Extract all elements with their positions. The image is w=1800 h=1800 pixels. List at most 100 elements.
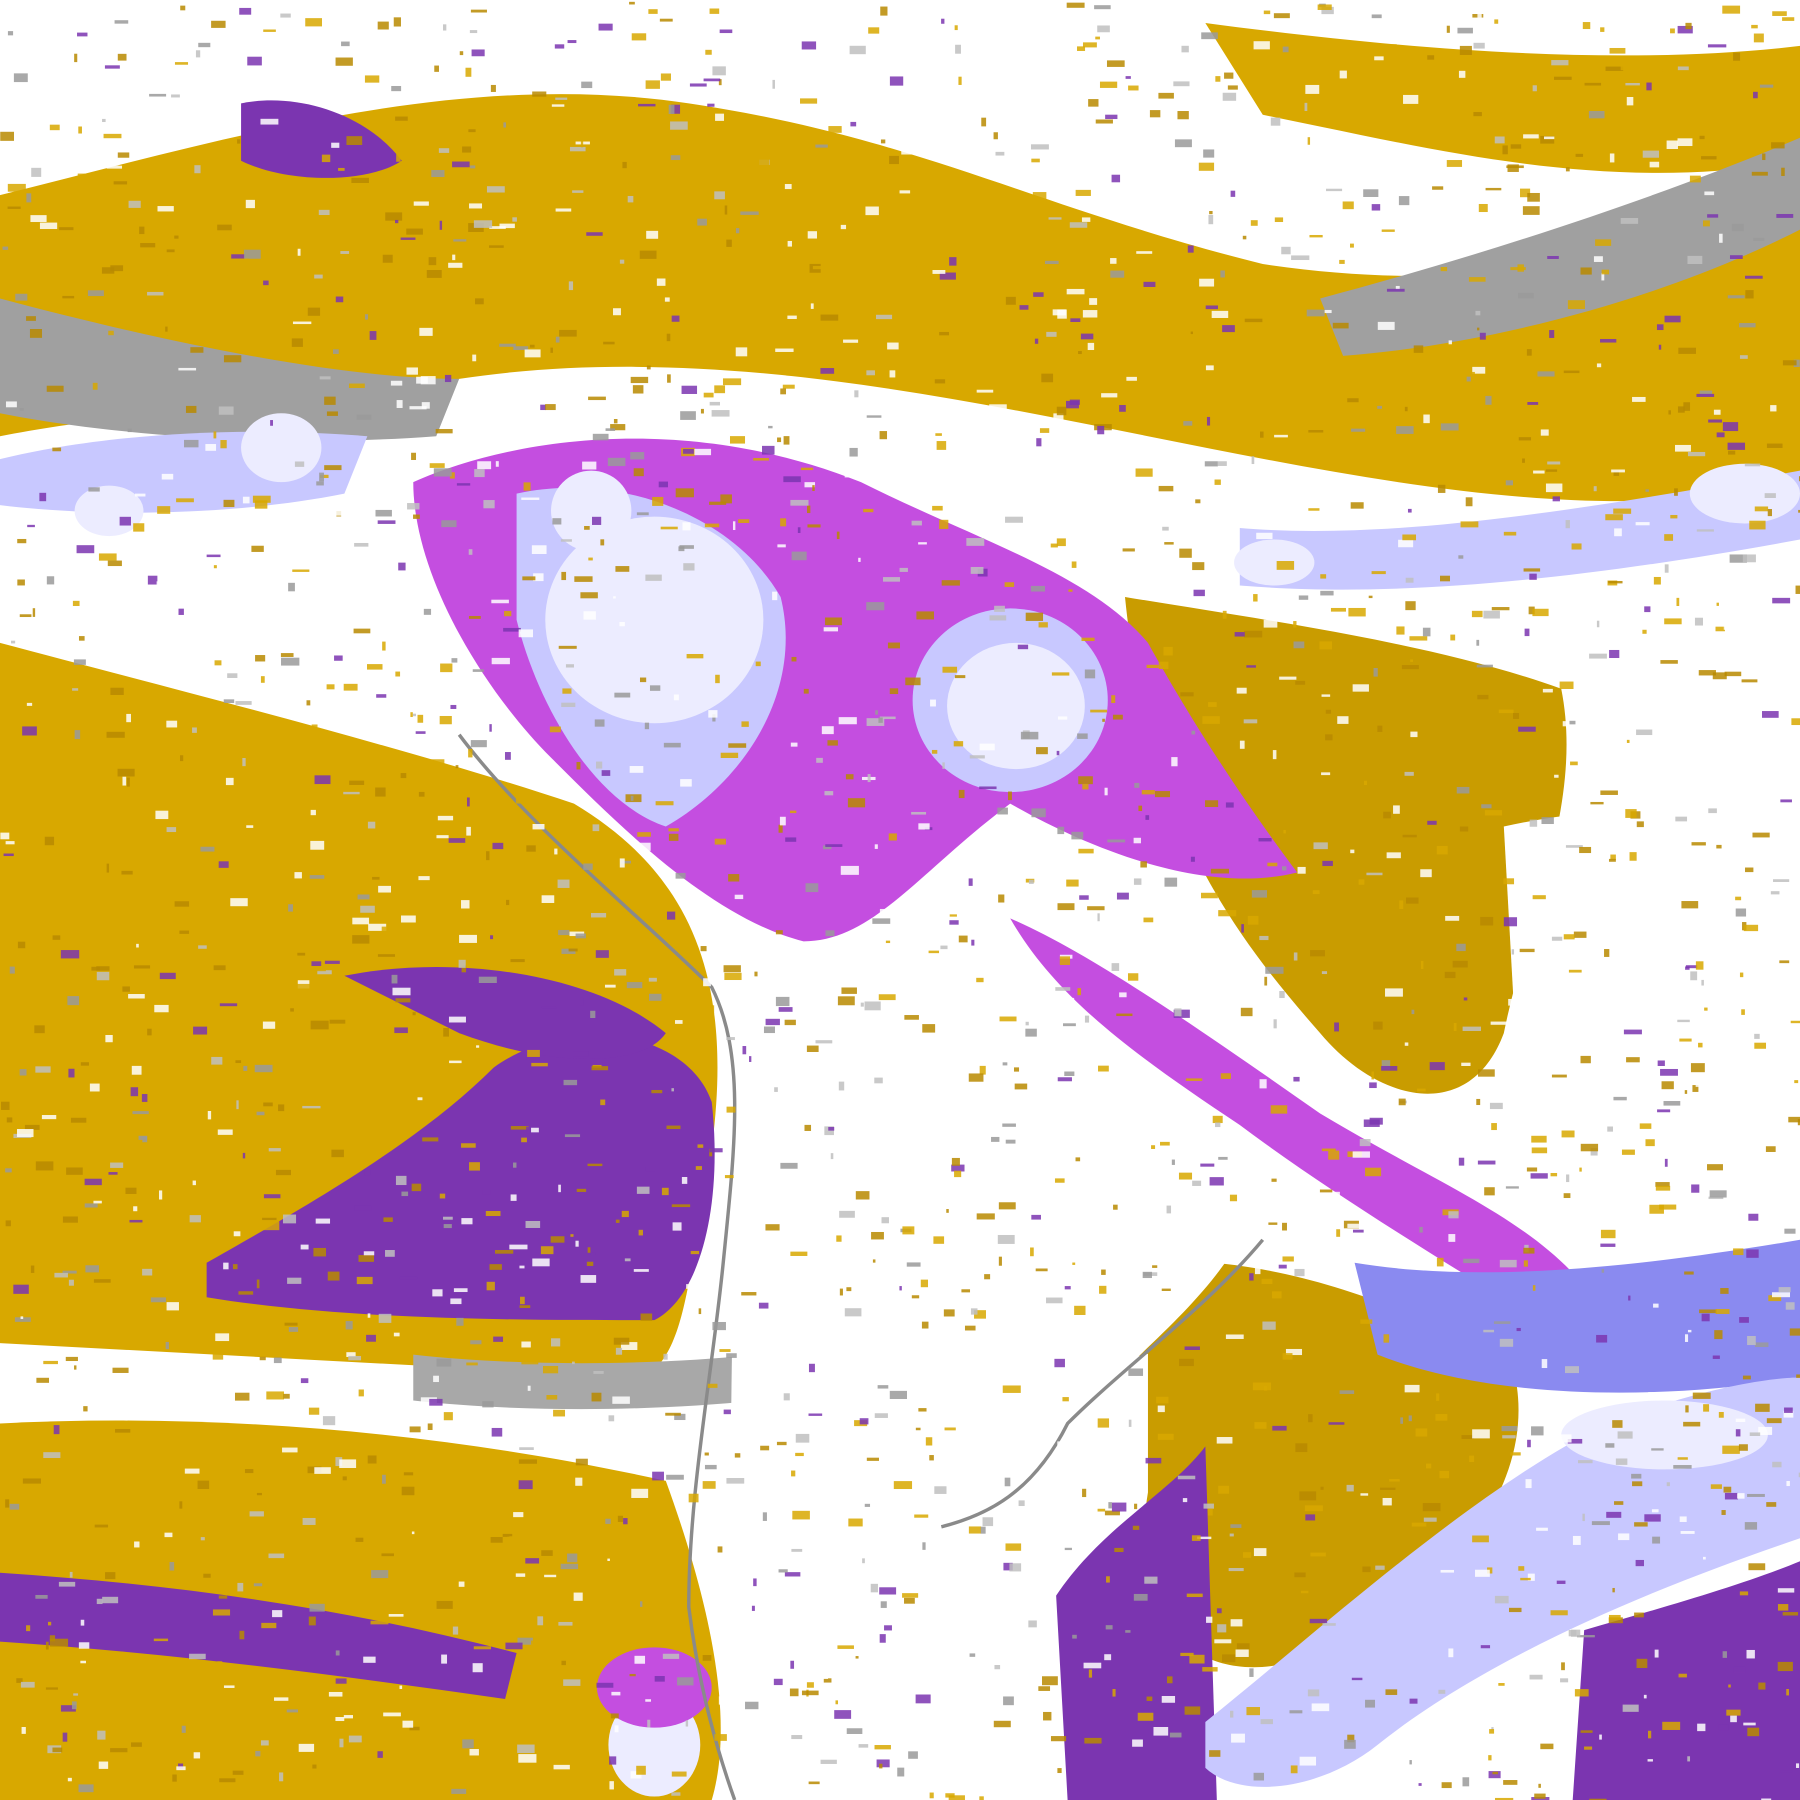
cloud-speckle [1035,882,1041,892]
cloud-speckle [1581,582,1586,585]
cloud-speckle [300,1244,309,1250]
cloud-speckle [608,1415,615,1422]
cloud-speckle [281,657,300,666]
cloud-speckle [835,1700,839,1705]
cloud-speckle [846,1287,852,1292]
cloud-speckle [492,842,504,850]
cloud-speckle [1684,1090,1688,1094]
cloud-speckle [815,1763,821,1770]
cloud-speckle [929,1455,934,1461]
cloud-speckle [1579,846,1592,854]
cloud-speckle [73,659,86,665]
cloud-speckle [1348,114,1356,121]
cloud-speckle [1462,1777,1470,1787]
cloud-speckle [62,1216,78,1223]
cloud-speckle [709,1148,713,1157]
cloud-speckle [839,1288,843,1296]
cloud-speckle [916,967,929,970]
cloud-speckle [1420,960,1424,969]
cloud-speckle [1477,1069,1495,1077]
cloud-speckle [1516,1327,1521,1332]
cloud-speckle [519,1305,531,1308]
cloud-speckle [584,1327,599,1331]
cloud-speckle [220,440,227,449]
cloud-speckle [1111,174,1121,183]
cloud-speckle [683,563,695,571]
cloud-speckle [760,1445,770,1451]
cloud-speckle [592,516,602,525]
cloud-speckle [1675,1157,1685,1162]
cloud-speckle [1321,6,1334,15]
cloud-speckle [1532,608,1549,617]
cloud-speckle [1529,459,1542,468]
cloud-speckle [309,875,325,879]
cloud-speckle [1260,431,1264,438]
cloud-speckle [918,823,930,830]
cloud-speckle [1206,1616,1213,1623]
cloud-speckle [507,1536,518,1543]
cloud-speckle [1004,582,1015,587]
cloud-speckle [810,303,814,309]
cloud-speckle [19,1069,27,1076]
cloud-speckle [35,1594,48,1599]
cloud-speckle [612,1396,630,1404]
cloud-speckle [80,1660,86,1664]
cloud-speckle [1738,335,1754,338]
cloud-speckle [1192,95,1204,104]
cloud-speckle [1657,1109,1671,1113]
cloud-speckle [1409,1698,1418,1704]
cloud-speckle [977,1745,992,1752]
cloud-speckle [841,241,858,246]
cloud-speckle [1708,1196,1724,1200]
cloud-speckle [211,338,216,344]
cloud-speckle [538,1488,552,1497]
cloud-speckle [462,146,472,153]
cloud-speckle [922,1024,936,1033]
cloud-speckle [666,1125,681,1130]
cloud-speckle [1319,641,1332,650]
cloud-speckle [417,1097,423,1101]
cloud-speckle [1032,192,1047,202]
cloud-speckle [598,23,613,31]
cloud-speckle [1295,1443,1308,1453]
cloud-speckle [399,1685,403,1689]
cloud-speckle [974,1310,986,1319]
cloud-speckle [1677,1457,1688,1460]
cloud-speckle [1520,1577,1531,1581]
cloud-speckle [493,1336,504,1342]
cloud-speckle [261,1622,277,1629]
cloud-speckle [1285,1348,1303,1356]
cloud-speckle [165,326,168,332]
cloud-speckle [1084,1737,1102,1744]
cloud-speckle [810,1019,826,1026]
cloud-speckle [1534,1793,1546,1799]
cloud-speckle [1510,1452,1521,1456]
cloud-speckle [1556,1580,1566,1584]
cloud-speckle [1069,222,1088,228]
cloud-speckle [703,978,711,987]
cloud-speckle [1527,402,1539,405]
cloud-speckle [1532,895,1546,900]
cloud-speckle [704,1464,717,1470]
cloud-speckle [166,827,177,833]
cloud-speckle [1481,804,1492,809]
cloud-speckle [1739,323,1756,328]
cloud-speckle [1786,1688,1789,1696]
cloud-speckle [283,1393,290,1399]
cloud-speckle [1184,579,1189,585]
cloud-speckle [278,1104,285,1112]
cloud-speckle [1125,76,1131,79]
cloud-speckle [1081,117,1088,125]
cloud-speckle [609,1781,614,1790]
cloud-speckle [1377,321,1395,330]
cloud-speckle [1632,1481,1643,1487]
cloud-speckle [1206,285,1215,294]
cloud-speckle [504,610,512,617]
cloud-speckle [1601,273,1605,281]
cloud-speckle [1079,895,1089,900]
cloud-speckle [22,1478,41,1484]
cloud-speckle [1208,702,1217,707]
cloud-speckle [718,1696,733,1705]
cloud-speckle [1312,890,1320,895]
cloud-speckle [1254,1422,1267,1429]
